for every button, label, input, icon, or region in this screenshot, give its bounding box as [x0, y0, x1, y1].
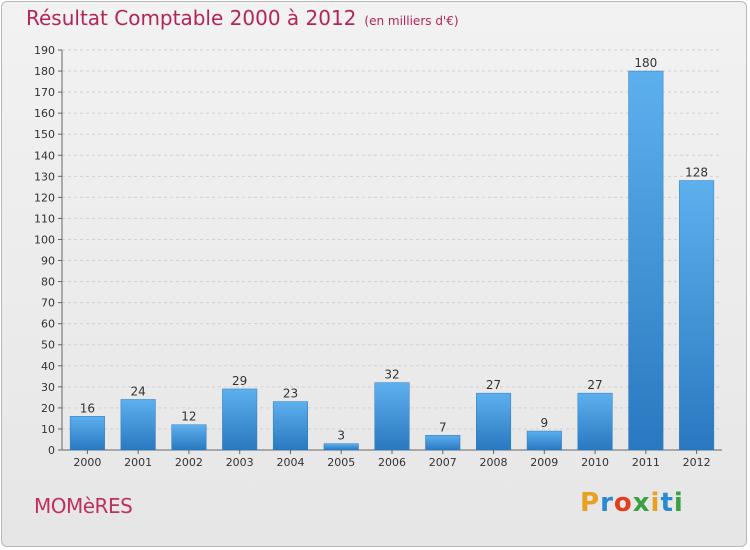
y-tick-label: 70	[41, 297, 55, 310]
logo-letter: x	[632, 488, 651, 518]
bar-value-label: 27	[486, 378, 501, 392]
y-tick-label: 90	[41, 255, 55, 268]
x-tick-label: 2005	[327, 456, 355, 469]
y-tick-label: 190	[34, 44, 55, 57]
y-tick-label: 170	[34, 86, 55, 99]
x-tick-label: 2011	[632, 456, 660, 469]
bar-value-label: 7	[439, 420, 447, 434]
y-tick-label: 180	[34, 65, 55, 78]
x-tick-label: 2009	[530, 456, 558, 469]
y-tick-label: 130	[34, 170, 55, 183]
bar-value-label: 3	[337, 429, 345, 443]
y-tick-label: 100	[34, 233, 55, 246]
bar-2007	[425, 435, 461, 451]
bar-2002	[171, 424, 207, 451]
x-tick-label: 2006	[378, 456, 406, 469]
bar-value-label: 29	[232, 374, 247, 388]
proxiti-logo: Proxiti	[580, 488, 684, 518]
y-tick-label: 50	[41, 339, 55, 352]
bar-2001	[120, 399, 156, 451]
bar-value-label: 180	[634, 56, 657, 70]
logo-letter: i	[673, 488, 684, 518]
logo-letter: o	[613, 488, 633, 518]
chart-title: Résultat Comptable 2000 à 2012 (en millie…	[26, 6, 459, 30]
x-tick-label: 2010	[581, 456, 609, 469]
y-tick-label: 30	[41, 381, 55, 394]
x-tick-label: 2003	[226, 456, 254, 469]
chart-title-text: Résultat Comptable 2000 à 2012	[26, 6, 357, 30]
y-tick-label: 20	[41, 402, 55, 415]
x-tick-label: 2000	[73, 456, 101, 469]
x-tick-label: 2004	[276, 456, 304, 469]
bar-value-label: 24	[131, 384, 146, 398]
bar-2005	[323, 443, 359, 451]
chart-subtitle: (en milliers d'€)	[364, 14, 459, 28]
x-tick-label: 2008	[480, 456, 508, 469]
bar-value-label: 128	[685, 166, 708, 180]
logo-letter: i	[650, 488, 661, 518]
y-tick-label: 10	[41, 423, 55, 436]
y-tick-label: 150	[34, 128, 55, 141]
bar-2012	[679, 180, 715, 451]
bar-2009	[526, 430, 562, 451]
y-tick-label: 110	[34, 212, 55, 225]
y-tick-label: 60	[41, 318, 55, 331]
x-tick-label: 2001	[124, 456, 152, 469]
logo-letter: P	[580, 488, 601, 518]
y-tick-label: 140	[34, 149, 55, 162]
bar-value-label: 27	[587, 378, 602, 392]
y-tick-label: 0	[48, 444, 55, 457]
bar-2006	[374, 382, 410, 451]
bar-value-label: 23	[283, 387, 298, 401]
commune-name: MOMèRES	[34, 494, 133, 518]
bar-2003	[222, 388, 258, 451]
bar-value-label: 9	[540, 416, 548, 430]
bar-2008	[476, 392, 512, 451]
bar-2004	[272, 401, 308, 451]
y-tick-label: 160	[34, 107, 55, 120]
y-tick-label: 80	[41, 276, 55, 289]
bar-value-label: 32	[384, 368, 399, 382]
x-tick-label: 2012	[683, 456, 711, 469]
logo-letter: r	[600, 488, 614, 518]
logo-letter: t	[660, 488, 674, 518]
bar-value-label: 16	[80, 401, 95, 415]
y-tick-label: 40	[41, 360, 55, 373]
x-tick-label: 2007	[429, 456, 457, 469]
bar-2000	[69, 416, 105, 451]
y-tick-label: 120	[34, 191, 55, 204]
bar-2011	[628, 70, 664, 451]
x-tick-label: 2002	[175, 456, 203, 469]
bar-value-label: 12	[181, 410, 196, 424]
bar-2010	[577, 392, 613, 451]
